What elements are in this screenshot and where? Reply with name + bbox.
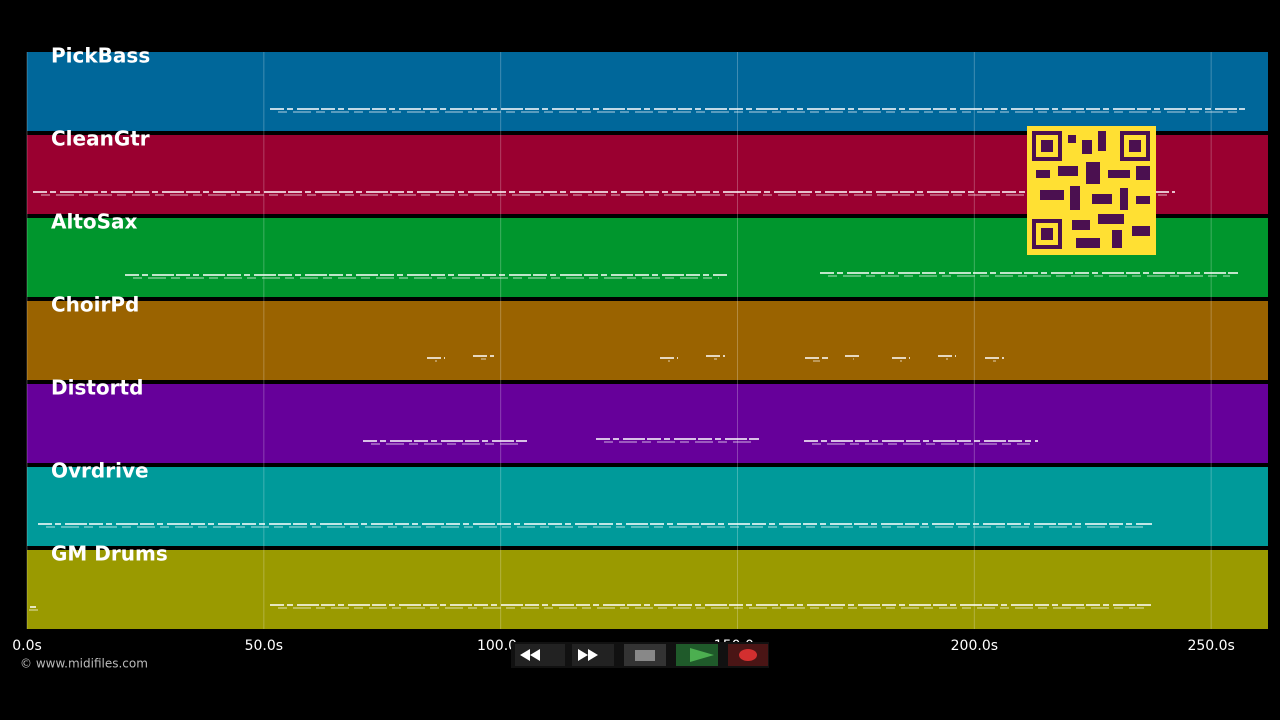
track-band (27, 550, 1268, 629)
track-name: CleanGtr (51, 127, 150, 151)
track-name: ChoirPd (51, 293, 139, 317)
rewind-button[interactable] (515, 644, 565, 666)
qr-code (1027, 126, 1156, 255)
track-band (27, 52, 1268, 131)
track-band (27, 384, 1268, 463)
x-tick-label: 200.0s (951, 638, 998, 654)
play-button[interactable] (676, 644, 718, 666)
track-band (27, 301, 1268, 380)
track-name: PickBass (51, 44, 150, 68)
track-name: AltoSax (51, 210, 138, 234)
track-band (27, 467, 1268, 546)
record-button[interactable] (728, 644, 768, 666)
x-tick-label: 0.0s (12, 638, 42, 654)
track-name: GM Drums (51, 542, 168, 566)
credit: © www.midifiles.com (20, 657, 148, 671)
x-tick-label: 250.0s (1187, 638, 1234, 654)
track-name: Distortd (51, 376, 143, 400)
stop-button[interactable] (624, 644, 666, 666)
x-tick-label: 50.0s (245, 638, 283, 654)
track-name: Ovrdrive (51, 459, 149, 483)
transport (511, 642, 769, 668)
forward-button[interactable] (572, 644, 614, 666)
